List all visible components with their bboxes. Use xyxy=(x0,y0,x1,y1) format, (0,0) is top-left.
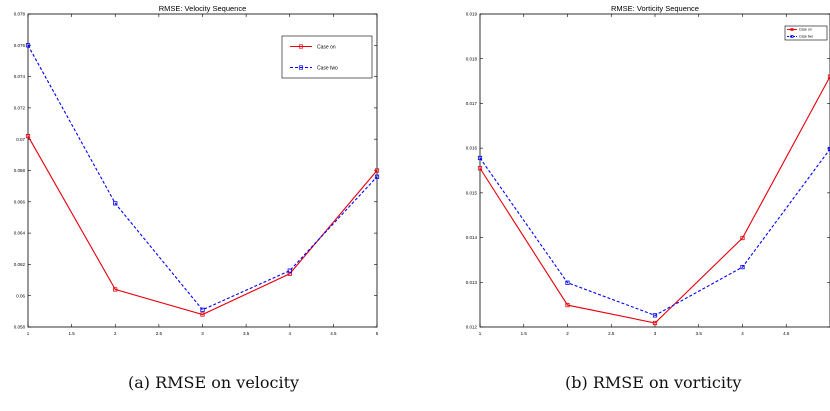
data-point xyxy=(374,168,380,173)
data-point xyxy=(25,43,31,48)
x-tick-label: 2 xyxy=(566,331,569,336)
x-tick-label: 2.5 xyxy=(608,331,615,336)
chart-vorticity: RMSE: Vorticity Sequence 0.012 0.013 0.014 0… xyxy=(466,4,830,336)
y-tick-label: 0.058 xyxy=(14,325,26,330)
series-line xyxy=(27,45,378,311)
y-tick-label: 0.064 xyxy=(14,231,26,236)
data-point xyxy=(740,264,745,270)
y-tick-label: 0.07 xyxy=(16,137,25,142)
y-tick-label: 0.06 xyxy=(16,293,25,298)
data-point xyxy=(113,287,118,292)
legend-marker xyxy=(790,35,794,38)
chart-title: RMSE: Velocity Sequence xyxy=(159,4,247,13)
data-point xyxy=(477,166,483,171)
data-point xyxy=(652,320,658,326)
series-case-on xyxy=(477,74,830,326)
data-point xyxy=(565,302,570,308)
y-tick-label: 0.015 xyxy=(466,190,478,195)
series-line xyxy=(479,76,830,324)
legend-label: Case two xyxy=(317,65,338,71)
x-tick-label: 4 xyxy=(288,331,291,336)
y-tick-label: 0.014 xyxy=(466,235,478,240)
x-tick-label: 3.5 xyxy=(696,331,703,336)
legend-marker xyxy=(298,65,304,70)
y-tick-label: 0.078 xyxy=(14,12,26,17)
legend: Case on Case two xyxy=(281,35,373,79)
data-point xyxy=(113,201,118,206)
legend-marker xyxy=(790,28,794,31)
data-point xyxy=(287,268,292,273)
x-tick-label: 5 xyxy=(376,331,379,336)
y-tick-label: 0.074 xyxy=(14,74,26,79)
y-tick-label: 0.062 xyxy=(14,262,26,267)
x-tick-label: 1.5 xyxy=(521,331,528,336)
x-tick-label: 1 xyxy=(479,331,482,336)
y-tick-label: 0.018 xyxy=(466,56,478,61)
caption-vorticity: (b) RMSE on vorticity xyxy=(565,373,742,392)
y-tick-label: 0.072 xyxy=(14,106,26,111)
legend-label: Case two xyxy=(799,35,813,39)
data-point xyxy=(565,280,570,285)
data-point xyxy=(200,312,205,317)
chart-title: RMSE: Vorticity Sequence xyxy=(611,4,699,13)
caption-velocity: (a) RMSE on velocity xyxy=(128,373,300,392)
legend-label: Case on xyxy=(799,28,812,32)
series-line xyxy=(479,148,830,316)
y-tick-label: 0.013 xyxy=(466,280,478,285)
data-point xyxy=(25,133,31,139)
x-tick-label: 1.5 xyxy=(68,331,75,336)
y-tick-label: 0.012 xyxy=(466,325,478,330)
series-case-two xyxy=(25,43,380,312)
legend: Case on Case two xyxy=(784,25,828,41)
chart-velocity: RMSE: Velocity Sequence 0.058 0.06 0.062 0.0… xyxy=(14,4,380,336)
x-tick-label: 3 xyxy=(201,331,204,336)
x-tick-label: 1 xyxy=(27,331,30,336)
data-point xyxy=(374,174,380,179)
plot-area xyxy=(479,13,830,328)
x-tick-label: 2 xyxy=(114,331,117,336)
legend-box xyxy=(281,35,373,79)
y-tick-label: 0.017 xyxy=(466,101,478,106)
legend-marker xyxy=(298,44,304,49)
data-point xyxy=(740,235,745,241)
x-tick-label: 4.5 xyxy=(783,331,790,336)
data-point xyxy=(200,307,205,312)
y-tick-label: 0.066 xyxy=(14,199,26,204)
y-tick-label: 0.016 xyxy=(466,146,478,151)
x-tick-label: 3.5 xyxy=(243,331,250,336)
x-tick-label: 4.5 xyxy=(330,331,337,336)
y-tick-label: 0.076 xyxy=(14,43,26,48)
x-tick-label: 3 xyxy=(654,331,657,336)
data-point xyxy=(652,313,658,318)
y-tick-label: 0.019 xyxy=(466,12,478,17)
x-tick-label: 4 xyxy=(741,331,744,336)
legend-label: Case on xyxy=(317,44,336,50)
data-point xyxy=(477,155,483,161)
y-tick-label: 0.068 xyxy=(14,168,26,173)
x-tick-label: 2.5 xyxy=(156,331,163,336)
